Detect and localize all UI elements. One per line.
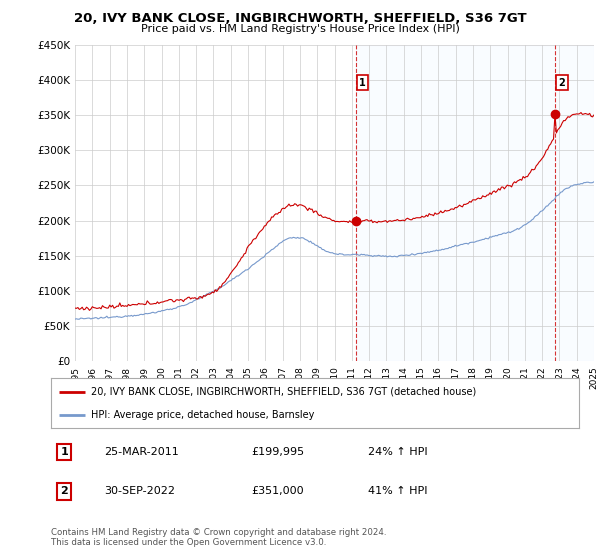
Text: 20, IVY BANK CLOSE, INGBIRCHWORTH, SHEFFIELD, S36 7GT (detached house): 20, IVY BANK CLOSE, INGBIRCHWORTH, SHEFF… xyxy=(91,386,476,396)
Text: 25-MAR-2011: 25-MAR-2011 xyxy=(104,447,179,457)
Text: 24% ↑ HPI: 24% ↑ HPI xyxy=(368,447,427,457)
Text: 2: 2 xyxy=(559,78,565,88)
Text: 1: 1 xyxy=(359,78,366,88)
Bar xyxy=(356,45,594,361)
Text: 1: 1 xyxy=(61,447,68,457)
Text: £199,995: £199,995 xyxy=(251,447,305,457)
Text: £351,000: £351,000 xyxy=(251,487,304,496)
Text: Contains HM Land Registry data © Crown copyright and database right 2024.
This d: Contains HM Land Registry data © Crown c… xyxy=(51,528,386,547)
Text: 20, IVY BANK CLOSE, INGBIRCHWORTH, SHEFFIELD, S36 7GT: 20, IVY BANK CLOSE, INGBIRCHWORTH, SHEFF… xyxy=(74,12,526,25)
Text: 2: 2 xyxy=(61,487,68,496)
Text: HPI: Average price, detached house, Barnsley: HPI: Average price, detached house, Barn… xyxy=(91,410,314,420)
Text: 41% ↑ HPI: 41% ↑ HPI xyxy=(368,487,427,496)
Text: 30-SEP-2022: 30-SEP-2022 xyxy=(104,487,175,496)
Text: Price paid vs. HM Land Registry's House Price Index (HPI): Price paid vs. HM Land Registry's House … xyxy=(140,24,460,34)
